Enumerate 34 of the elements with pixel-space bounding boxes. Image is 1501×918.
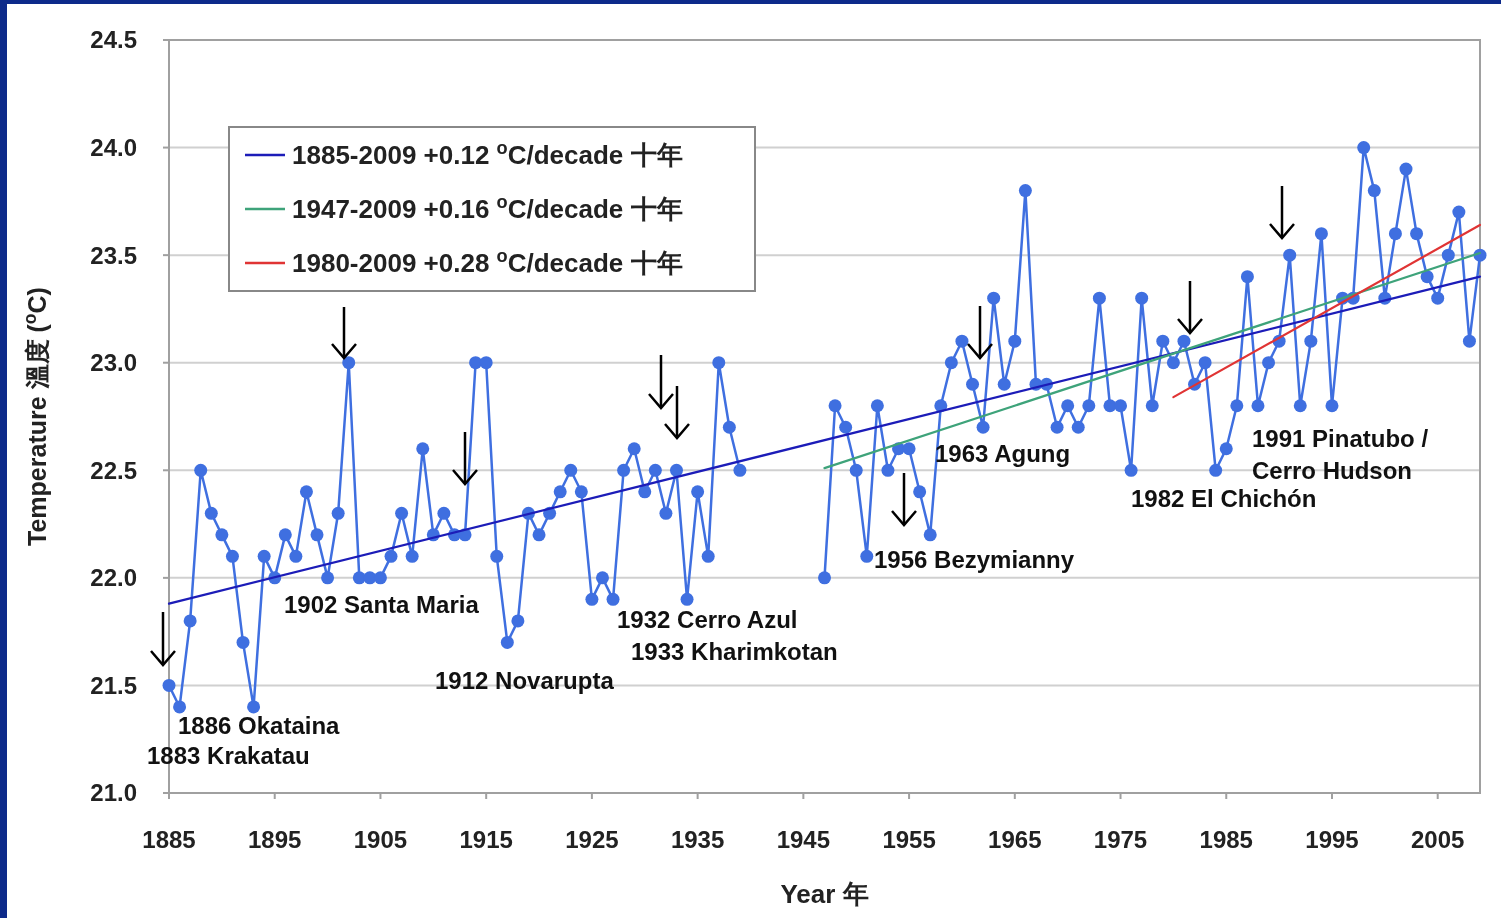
x-tick-label: 1985 [1199,826,1253,853]
x-tick-label: 1925 [565,826,619,853]
annotation: 1932 Cerro Azul [617,606,798,634]
x-axis-title: Year 年 [780,879,869,909]
y-tick-label: 22.5 [90,456,137,484]
annotation: 1902 Santa Maria [284,591,480,619]
annotation: 1912 Novarupta [435,667,615,695]
annotation: 1886 Okataina [178,712,341,740]
annotation: 1982 El Chichón [1131,485,1317,513]
y-tick-label: 21.5 [90,671,137,699]
y-tick-label: 23.0 [90,349,137,377]
x-tick-label: 1885 [142,826,196,853]
x-tick-label: 1895 [248,826,302,853]
annotation: 1883 Krakatau [147,742,310,770]
y-tick-label: 24.0 [90,133,137,161]
x-tick-label: 1915 [459,826,513,853]
x-tick-label: 1975 [1093,826,1148,853]
x-tick-label: 1935 [670,826,725,853]
x-tick-label: 1905 [353,826,408,853]
annotation: 1991 Pinatubo / Cerro Hudson [1252,425,1429,485]
y-tick-label: 24.5 [90,26,137,54]
y-tick-label: 22.0 [90,564,137,592]
annotation: 1956 Bezymianny [874,546,1075,574]
y-tick-label: 23.5 [90,241,137,269]
x-tick-label: 1965 [988,826,1042,853]
legend-label: 1947-2009 +0.16 $^{o}$C/decade 十年 [292,192,683,225]
y-tick-label: 21.0 [90,779,137,807]
legend-label: 1885-2009 +0.12 $^{o}$C/decade 十年 [292,138,683,171]
x-tick-label: 1995 [1305,826,1359,853]
x-tick-label: 1945 [776,826,831,853]
annotation: 1933 Kharimkotan [631,638,838,666]
x-tick-label: 2005 [1411,826,1465,853]
legend-label: 1980-2009 +0.28 $^{o}$C/decade 十年 [292,246,683,279]
x-tick-label: 1955 [882,826,936,853]
